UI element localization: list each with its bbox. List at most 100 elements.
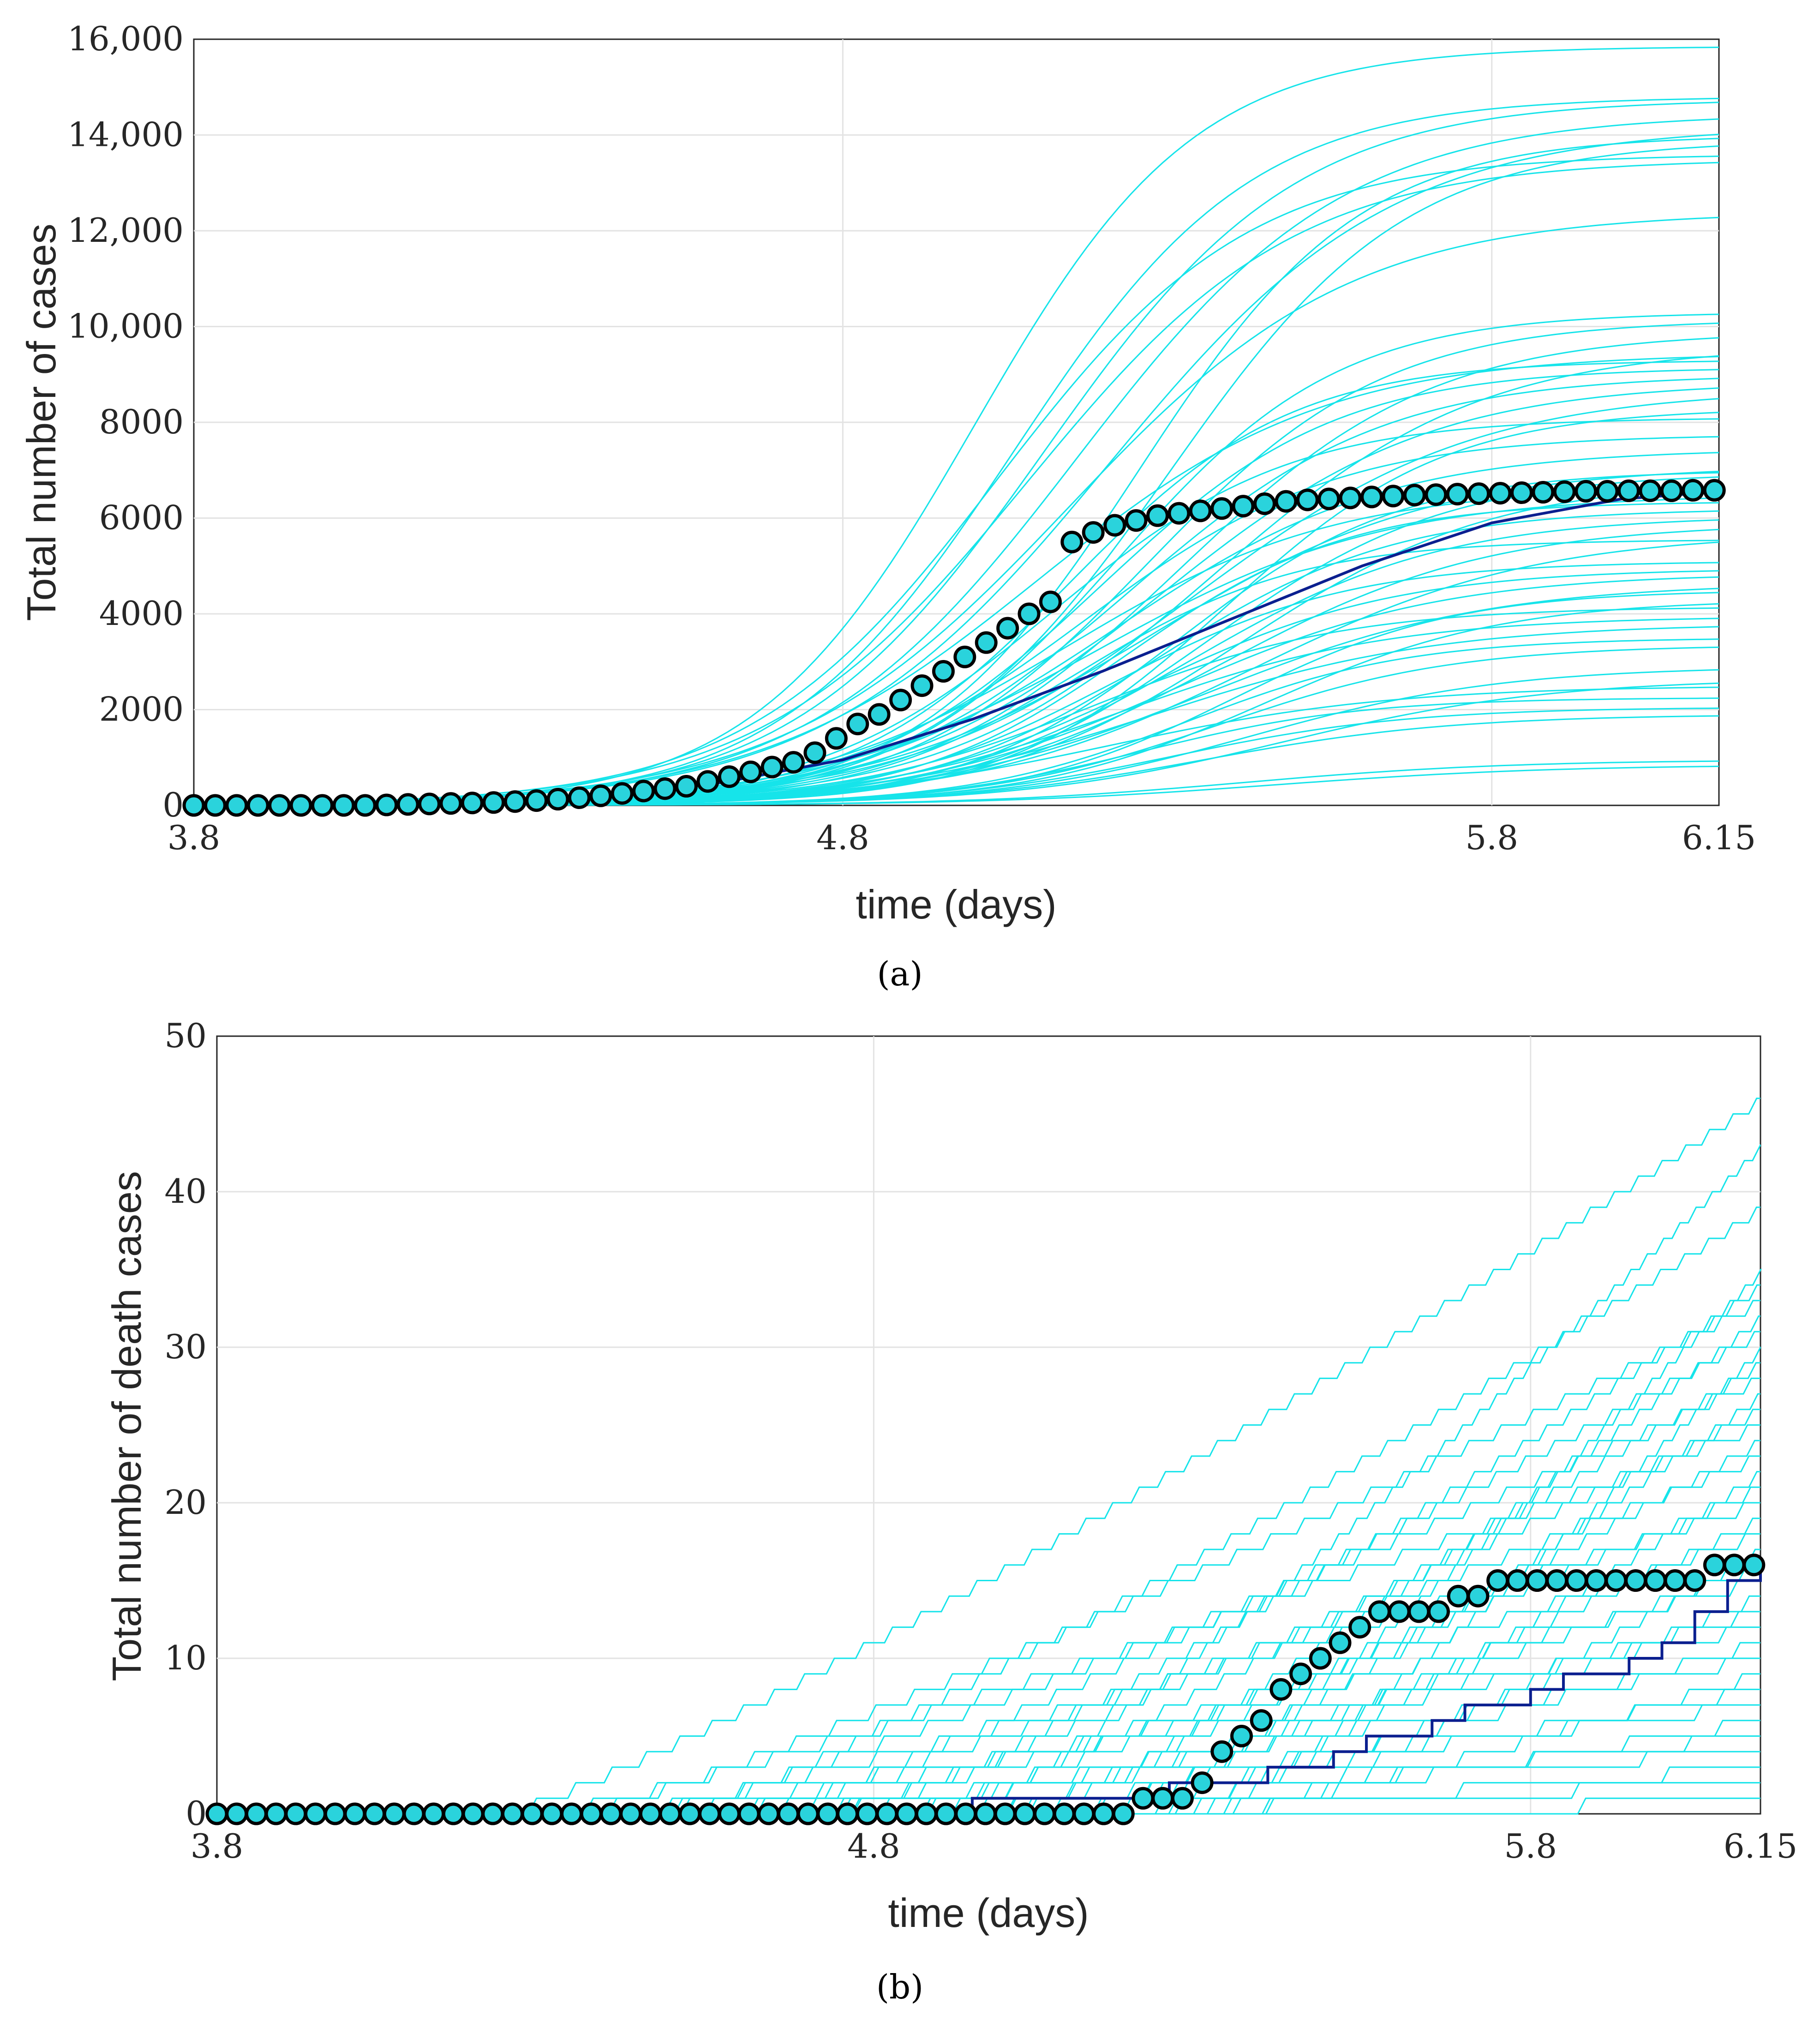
observed-point	[402, 1802, 425, 1825]
observed-point	[737, 1802, 760, 1825]
observed-point	[1230, 1725, 1253, 1747]
observed-point	[482, 791, 505, 814]
observed-point	[1639, 479, 1662, 502]
y-tick-label: 0	[186, 1794, 207, 1833]
observed-point	[304, 1802, 327, 1825]
y-tick-labels-b: 0 10 20 30 40 50	[164, 1016, 207, 1833]
observed-point	[1510, 481, 1533, 504]
y-tick-label: 6000	[99, 498, 184, 537]
observed-point	[1596, 480, 1619, 503]
x-tick-label: 5.8	[1466, 818, 1519, 857]
y-tick-labels-a: 0 2000 4000 6000 8000 10,000 12,000 14,000 16,00…	[67, 19, 184, 824]
simulation-line	[217, 1642, 1760, 1815]
observed-point	[611, 782, 634, 805]
observed-point	[422, 1802, 445, 1825]
observed-point	[1103, 514, 1126, 537]
observed-point	[1604, 1569, 1628, 1592]
observed-point	[1082, 521, 1105, 544]
observed-point	[1360, 486, 1383, 509]
observed-point	[1703, 1554, 1726, 1577]
y-axis-label-a: Total number of cases	[18, 224, 64, 621]
observed-point	[675, 775, 698, 798]
observed-point	[994, 1802, 1017, 1825]
observed-point	[1125, 509, 1148, 532]
observed-point	[1545, 1569, 1569, 1592]
chart-panel-a: 3.8 4.8 5.8 6.15 0 2000 4000 6000 8000 10,000 12,…	[18, 19, 1756, 993]
observed-point	[205, 1802, 228, 1825]
observed-point	[182, 794, 205, 817]
grid-b	[217, 1036, 1760, 1814]
observed-point	[1053, 1802, 1076, 1825]
observed-point	[1146, 504, 1169, 527]
observed-point	[868, 703, 891, 726]
observed-point	[1660, 479, 1683, 502]
observed-point	[1664, 1569, 1687, 1592]
observed-point	[461, 792, 484, 815]
observed-point	[1253, 492, 1276, 515]
simulation-line	[217, 1144, 1761, 1815]
y-tick-label: 50	[164, 1016, 207, 1055]
observed-point	[1683, 1569, 1706, 1592]
simulation-line	[217, 1548, 1760, 1815]
observed-point	[1317, 487, 1341, 510]
observed-point	[1132, 1787, 1155, 1810]
observed-point	[1703, 479, 1726, 502]
observed-point	[418, 792, 441, 816]
observed-point	[803, 741, 826, 764]
y-tick-label: 4000	[99, 594, 184, 633]
observed-point	[353, 794, 377, 817]
observed-point	[1486, 1569, 1509, 1592]
observed-point	[915, 1802, 938, 1825]
observed-point	[816, 1802, 839, 1825]
observed-point	[289, 794, 312, 817]
simulation-line	[193, 97, 1719, 805]
simulation-line	[217, 1502, 1760, 1815]
simulation-line	[217, 1486, 1760, 1815]
observed-point	[632, 780, 655, 803]
simulation-line	[217, 1377, 1760, 1815]
x-tick-label: 3.8	[168, 818, 221, 857]
y-tick-label: 40	[164, 1172, 207, 1211]
simulation-line	[193, 216, 1719, 805]
y-axis-label-b: Total number of death cases	[104, 1171, 150, 1681]
simulation-line	[217, 1206, 1760, 1815]
simulation-line	[217, 1735, 1760, 1815]
simulation-lines-a	[193, 47, 1719, 806]
observed-point	[718, 765, 741, 788]
simulation-line	[217, 1098, 1760, 1815]
observed-point	[225, 1802, 248, 1825]
observed-point	[1033, 1802, 1056, 1825]
simulation-line	[217, 1580, 1760, 1815]
observed-point	[503, 790, 527, 813]
observed-point	[521, 1802, 544, 1825]
simulation-line	[194, 145, 1719, 806]
observed-point	[1039, 590, 1062, 613]
simulation-line	[217, 1455, 1760, 1815]
observed-point	[836, 1802, 859, 1825]
observed-point	[264, 1802, 287, 1825]
observed-point	[540, 1802, 563, 1825]
chart-panel-b: 3.8 4.8 5.8 6.15 0 10 20 30 40 50 time (days) To…	[104, 1016, 1797, 2006]
observed-point	[975, 631, 998, 654]
observed-point	[782, 751, 805, 774]
observed-point	[698, 1802, 721, 1825]
y-tick-label: 10,000	[67, 307, 184, 346]
x-axis-label-b: time (days)	[888, 1890, 1089, 1936]
observed-point	[739, 760, 762, 783]
observed-point	[1427, 1600, 1450, 1623]
observed-point	[1532, 481, 1555, 504]
observed-point	[580, 1802, 603, 1825]
observed-point	[1506, 1569, 1529, 1592]
simulation-line	[193, 378, 1719, 806]
observed-point	[1210, 1740, 1233, 1763]
observed-point	[1624, 1569, 1647, 1592]
observed-point	[501, 1802, 524, 1825]
x-tick-label: 6.15	[1682, 818, 1756, 857]
observed-point	[1232, 495, 1255, 518]
observed-point	[1189, 499, 1212, 522]
observed-point	[1585, 1569, 1608, 1592]
observed-point	[481, 1802, 504, 1825]
observed-point	[1467, 482, 1491, 505]
observed-point	[974, 1802, 997, 1825]
x-tick-labels-b: 3.8 4.8 5.8 6.15	[191, 1827, 1797, 1866]
